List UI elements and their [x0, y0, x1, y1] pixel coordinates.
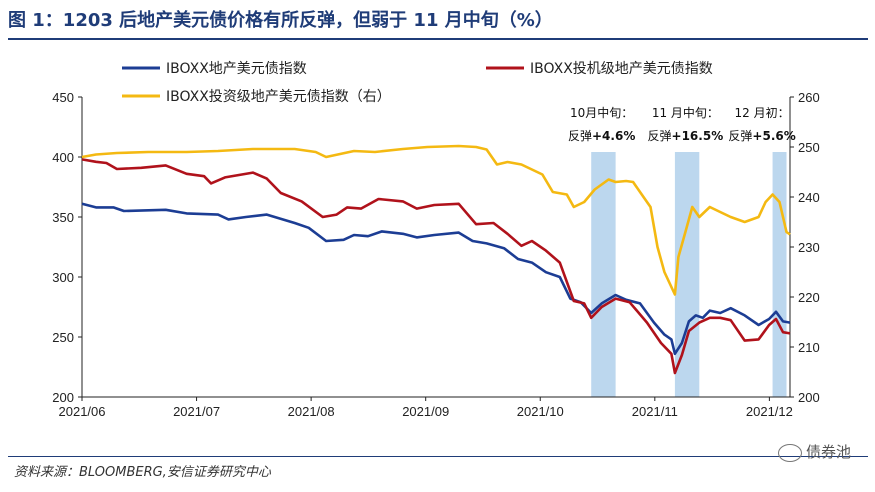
annotation-value: +5.6%	[752, 129, 795, 143]
y-right-tick-label: 220	[798, 290, 820, 305]
chart-axes: 200 250 300 350 400 450 200 210 220 230 240 250 260 2…	[52, 90, 819, 419]
shaded-region-1	[591, 152, 616, 397]
title-divider	[8, 38, 868, 40]
footer-divider	[8, 456, 868, 457]
y-left-tick-label: 250	[52, 330, 74, 345]
annotation-text-2: 反弹+16.5%	[648, 129, 724, 143]
chart-title: 图 1：1203 后地产美元债价格有所反弹，但弱于 11 月中旬（%）	[8, 10, 553, 31]
series-lines	[81, 144, 791, 375]
legend-label-2: IBOXX投机级地产美元债指数	[530, 61, 713, 77]
annotation-prefix: 反弹	[648, 129, 672, 143]
chart: 200 250 300 350 400 450 200 210 220 230 240 250 260 2…	[52, 61, 819, 419]
watermark-text: 债券池	[805, 443, 851, 461]
y-left-tick-label: 350	[52, 210, 74, 225]
y-left-tick-label: 450	[52, 90, 74, 105]
series-line-2	[81, 158, 791, 375]
y-right-tick-label: 230	[798, 240, 820, 255]
y-left-tick-label: 400	[52, 150, 74, 165]
x-tick-label: 2021/11	[632, 404, 678, 419]
annotation-title-2: 11 月中旬：	[652, 105, 719, 120]
legend-label-3: IBOXX投资级地产美元债指数（右）	[166, 89, 391, 105]
legend: IBOXX地产美元债指数 IBOXX投机级地产美元债指数 IBOXX投资级地产美元债…	[122, 61, 713, 105]
shaded-regions	[591, 152, 787, 397]
x-tick-label: 2021/06	[59, 404, 106, 419]
x-tick-label: 2021/07	[173, 404, 220, 419]
annotation-title-1: 10月中旬：	[570, 105, 633, 120]
y-right-tick-label: 200	[798, 390, 820, 405]
annotation-value: +16.5%	[672, 129, 724, 143]
shaded-region-2	[674, 152, 700, 397]
shaded-region-3	[772, 152, 787, 397]
watermark: 债券池	[777, 441, 851, 462]
annotation-text-3: 反弹+5.6%	[728, 129, 795, 143]
y-right-tick-label: 250	[798, 140, 820, 155]
x-tick-label: 2021/08	[288, 404, 335, 419]
y-left-tick-label: 200	[52, 390, 74, 405]
annotation-prefix: 反弹	[568, 129, 592, 143]
wechat-icon	[777, 443, 802, 462]
x-tick-label: 2021/10	[517, 404, 564, 419]
y-right-tick-label: 210	[798, 340, 820, 355]
series-line-3	[81, 144, 791, 296]
y-right-tick-label: 260	[798, 90, 820, 105]
annotation-prefix: 反弹	[728, 129, 752, 143]
x-tick-label: 2021/09	[402, 404, 449, 419]
y-left-tick-label: 300	[52, 270, 74, 285]
annotation-value: +4.6%	[592, 129, 635, 143]
source-note: 资料来源：BLOOMBERG,安信证券研究中心	[14, 465, 271, 480]
y-right-tick-label: 240	[798, 190, 820, 205]
x-tick-label: 2021/12	[746, 404, 793, 419]
annotation-title-3: 12 月初：	[735, 106, 790, 120]
annotations: 10月中旬：反弹+4.6%11 月中旬：反弹+16.5%12 月初：反弹+5.6…	[568, 105, 796, 143]
annotation-text-1: 反弹+4.6%	[568, 129, 635, 143]
legend-label-1: IBOXX地产美元债指数	[166, 61, 307, 77]
series-line-1	[81, 202, 791, 356]
